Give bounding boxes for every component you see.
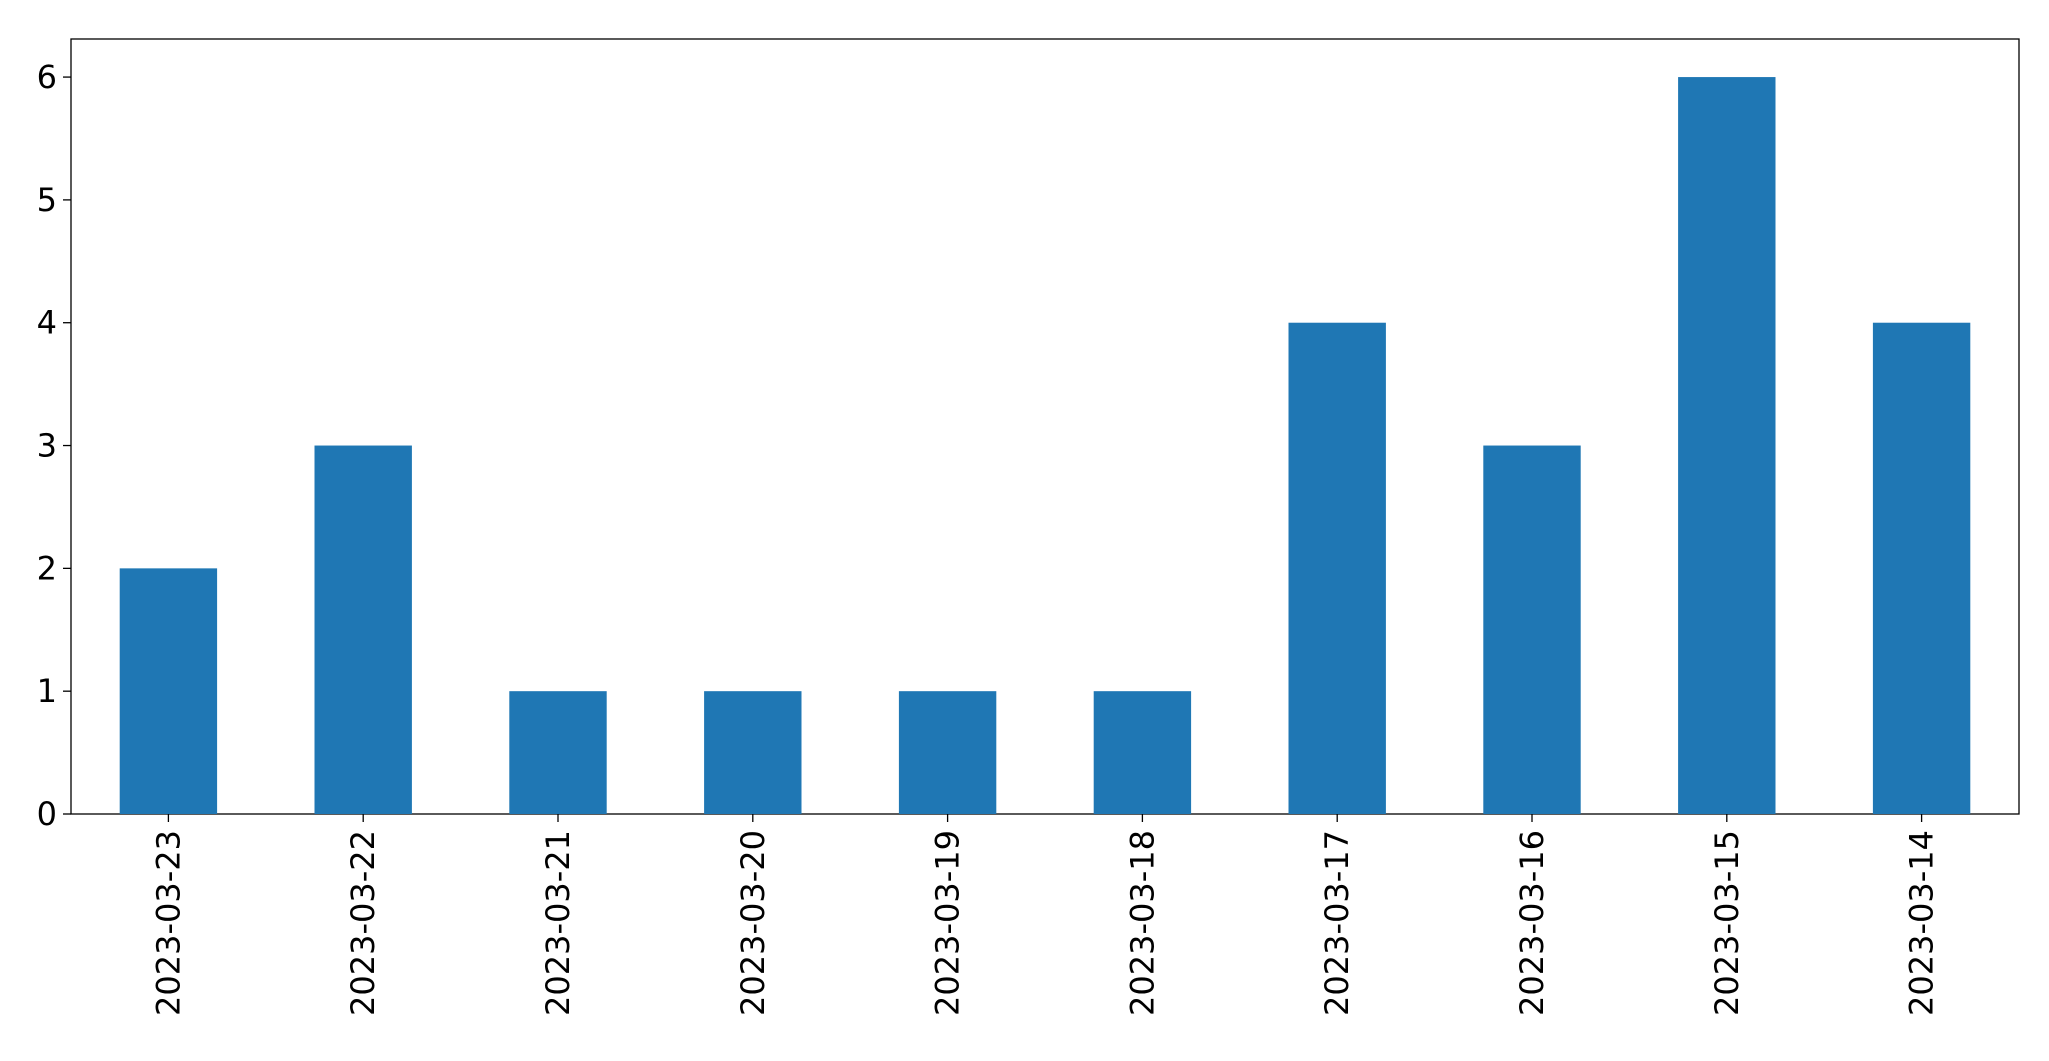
bar [898, 691, 997, 814]
y-tick-label: 4 [37, 304, 57, 342]
bar [509, 691, 607, 814]
bar [314, 445, 412, 814]
x-tick-label: 2023-03-19 [929, 830, 967, 1016]
x-tick-label: 2023-03-17 [1318, 830, 1356, 1016]
y-tick-label: 3 [37, 427, 57, 465]
bar [1483, 445, 1581, 814]
x-tick-label: 2023-03-20 [734, 830, 772, 1016]
x-tick-label: 2023-03-23 [149, 830, 187, 1016]
x-tick-label: 2023-03-16 [1513, 830, 1551, 1016]
bar [1678, 77, 1776, 815]
y-tick-label: 5 [37, 181, 57, 219]
bar [1288, 322, 1386, 814]
y-tick-label: 2 [37, 549, 57, 587]
x-tick-label: 2023-03-18 [1123, 830, 1161, 1016]
y-tick-label: 1 [37, 672, 57, 710]
y-tick-label: 0 [37, 795, 57, 833]
bar [1093, 691, 1192, 814]
bar [704, 691, 802, 814]
plot-frame [70, 38, 2020, 815]
x-tick-label: 2023-03-22 [344, 830, 382, 1016]
y-tick-label: 6 [37, 58, 57, 96]
bar [1872, 322, 1971, 814]
bar [119, 568, 218, 814]
x-tick-label: 2023-03-14 [1903, 830, 1941, 1016]
x-tick-label: 2023-03-15 [1708, 830, 1746, 1016]
x-tick-label: 2023-03-21 [539, 830, 577, 1016]
